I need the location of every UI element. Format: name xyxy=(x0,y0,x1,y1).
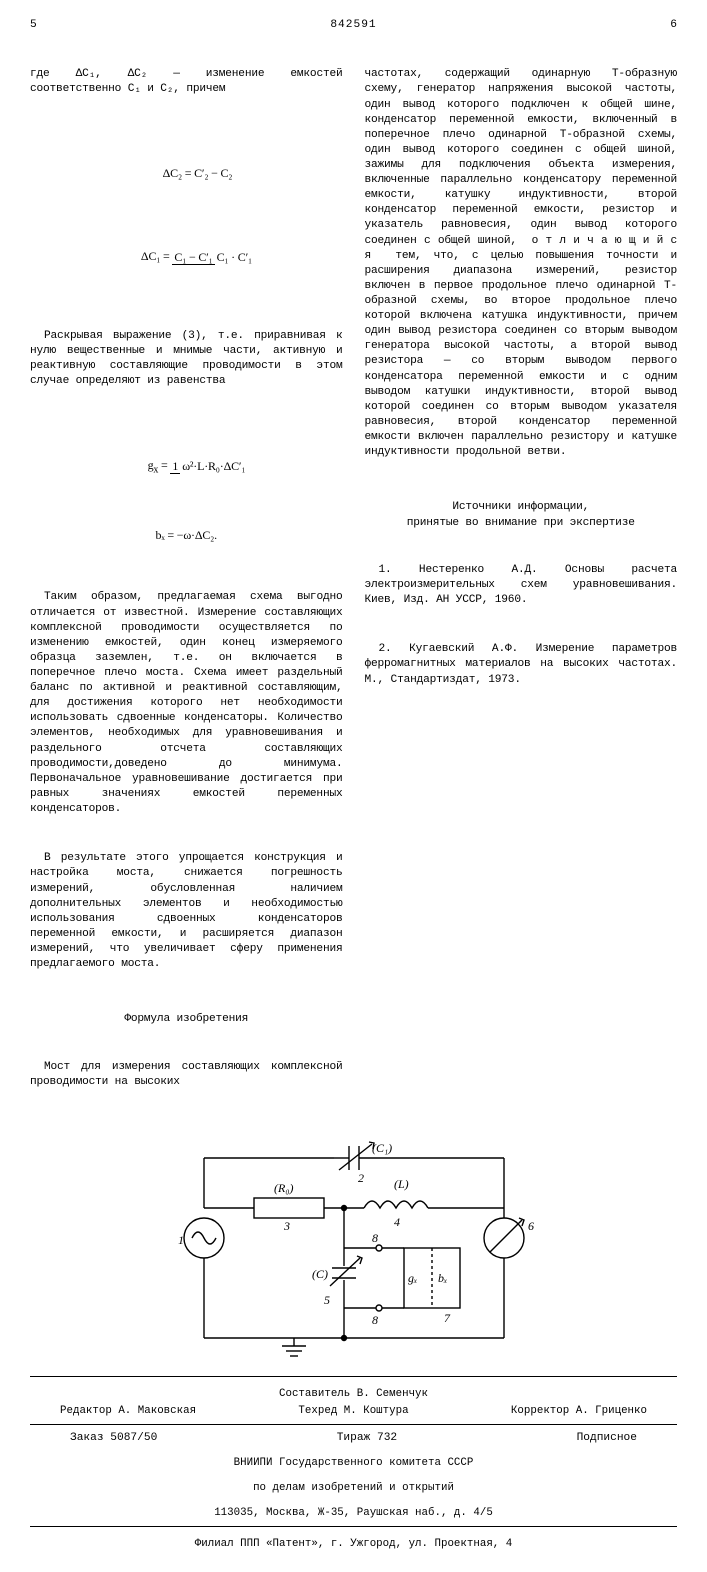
para: В результате этого упрощается конструкци… xyxy=(30,851,343,972)
para: Таким образом, предлагаемая схема выгодн… xyxy=(30,590,343,817)
label-bx: bₓ xyxy=(438,1271,447,1285)
label-4: 4 xyxy=(394,1215,400,1229)
label-r0: (R₀) xyxy=(274,1181,294,1195)
page-num-right: 6 xyxy=(647,18,677,33)
formula-gx: gx = 1ω²·L·R₀·ΔC′₁ xyxy=(30,440,343,492)
numerator: C₁ − C′₁ xyxy=(172,250,214,265)
denominator: ω²·L·R₀·ΔC′₁ xyxy=(180,459,247,473)
label-8a: 8 xyxy=(372,1231,378,1245)
label-5: 5 xyxy=(324,1293,330,1307)
label-1: 1 xyxy=(178,1233,184,1247)
formula-bx: bₓ = −ω·ΔC₂. xyxy=(30,527,343,543)
label-c1: (C₁) xyxy=(372,1141,392,1155)
column-right: частотах, содержащий одинарную Т-образну… xyxy=(365,37,678,1124)
label-7: 7 xyxy=(444,1311,451,1325)
tirazh: Тираж 732 xyxy=(337,1431,397,1446)
numerator: 1 xyxy=(170,459,180,474)
column-left: где ΔC₁, ΔC₂ — изменение емкостей соотве… xyxy=(30,37,343,1124)
fraction: 1ω²·L·R₀·ΔC′₁ xyxy=(170,458,247,474)
doc-number: 842591 xyxy=(60,18,647,33)
para: Мост для измерения составляющих комплекс… xyxy=(30,1060,343,1090)
credits-row: Редактор А. Маковская Техред М. Коштура … xyxy=(60,1404,647,1419)
label-3: 3 xyxy=(283,1219,290,1233)
editor: Редактор А. Маковская xyxy=(60,1404,196,1419)
formula-part: ΔC₂ xyxy=(163,166,182,180)
divider xyxy=(30,1376,677,1377)
divider xyxy=(30,1526,677,1527)
corrector: Корректор А. Гриценко xyxy=(511,1404,647,1419)
tech: Техред М. Коштура xyxy=(298,1404,408,1419)
sources-title: Источники информации, принятые во вниман… xyxy=(365,500,678,530)
branch: Филиал ППП «Патент», г. Ужгород, ул. Про… xyxy=(30,1537,677,1552)
para: где ΔC₁, ΔC₂ — изменение емкостей соотве… xyxy=(30,67,343,97)
label-2: 2 xyxy=(358,1171,364,1185)
page-header: 5 842591 6 xyxy=(30,18,677,33)
para: 2. Кугаевский А.Ф. Измерение параметров … xyxy=(365,642,678,687)
para: Раскрывая выражение (3), т.е. приравнива… xyxy=(30,329,343,389)
label-c: (C) xyxy=(312,1267,328,1281)
label-6: 6 xyxy=(528,1219,534,1233)
label-8b: 8 xyxy=(372,1313,378,1327)
formula-dc1: ΔC₁ = C₁ − C′₁C₁ · C′₁ xyxy=(30,232,343,282)
text-columns: где ΔC₁, ΔC₂ — изменение емкостей соотве… xyxy=(30,37,677,1124)
divider xyxy=(30,1424,677,1425)
addr: 113035, Москва, Ж-35, Раушская наб., д. … xyxy=(30,1506,677,1521)
fraction: C₁ − C′₁C₁ · C′₁ xyxy=(172,249,254,265)
formula-part: = C′₂ − C₂ xyxy=(182,166,232,180)
subscr: Подписное xyxy=(577,1431,637,1446)
label-l: (L) xyxy=(394,1177,409,1191)
org2: по делам изобретений и открытий xyxy=(30,1481,677,1496)
circuit-svg: (C₁) 2 1 (R₀) 3 (L) 4 xyxy=(144,1138,564,1368)
formula-dc2: ΔC₂ = C′₂ − C₂ xyxy=(30,149,343,198)
compiler-line: Составитель В. Семенчук xyxy=(30,1387,677,1402)
formula-part: = xyxy=(158,458,170,472)
para: частотах, содержащий одинарную Т-образну… xyxy=(365,67,678,460)
order: Заказ 5087/50 xyxy=(70,1431,157,1446)
formula-part: ΔC₁ = xyxy=(141,249,172,263)
circuit-diagram: (C₁) 2 1 (R₀) 3 (L) 4 xyxy=(30,1138,677,1368)
denominator: C₁ · C′₁ xyxy=(215,250,254,264)
para: 1. Нестеренко А.Д. Основы расчета электр… xyxy=(365,563,678,608)
org1: ВНИИПИ Государственного комитета СССР xyxy=(30,1456,677,1471)
claim-title: Формула изобретения xyxy=(30,1012,343,1027)
order-row: Заказ 5087/50 Тираж 732 Подписное xyxy=(70,1431,637,1446)
page-num-left: 5 xyxy=(30,18,60,33)
label-gx: gₓ xyxy=(408,1271,417,1285)
